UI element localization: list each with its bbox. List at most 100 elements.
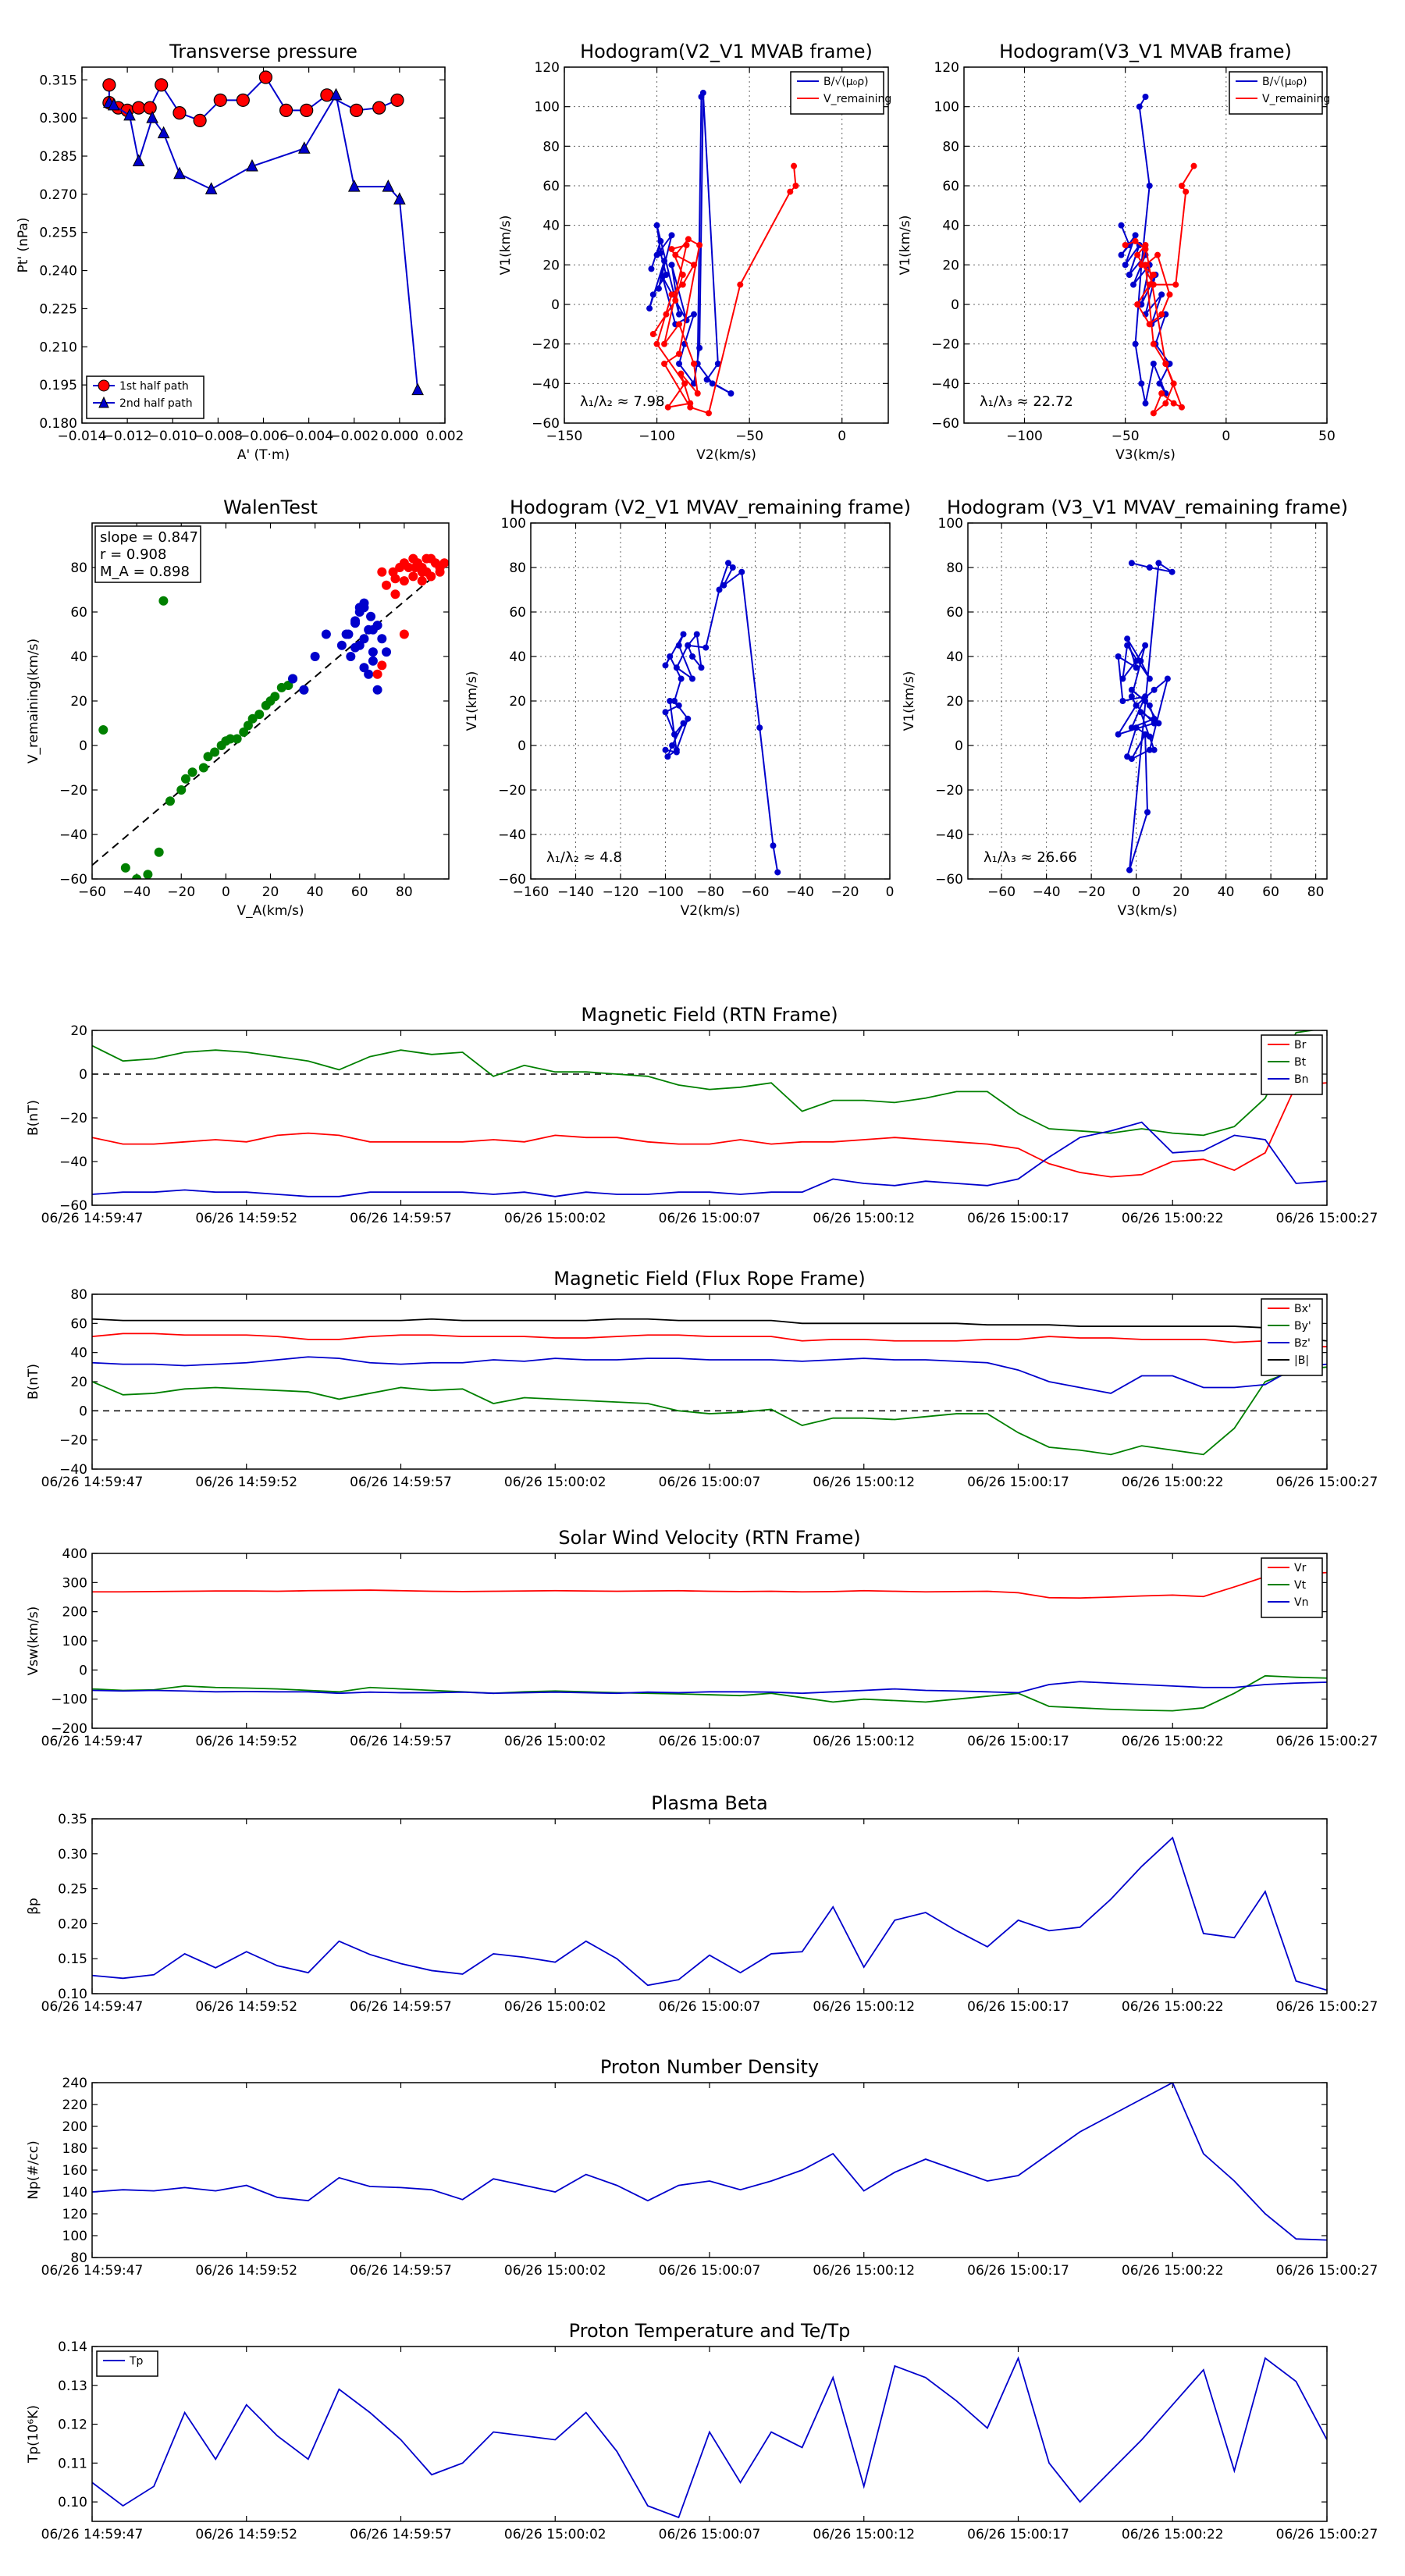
data-point <box>698 94 705 100</box>
data-point <box>672 251 679 258</box>
y-tick-label: 100 <box>535 100 560 116</box>
y-tick-label: 20 <box>70 1023 87 1039</box>
data-point <box>664 753 671 760</box>
data-point-green <box>165 796 175 806</box>
data-point <box>1183 188 1190 195</box>
data-point-blue <box>321 629 331 639</box>
y-tick-label: 0.15 <box>58 1952 87 1967</box>
legend-box <box>1261 1298 1323 1376</box>
x-tick-label: −140 <box>557 884 594 900</box>
x-tick-label: 06/26 15:00:07 <box>659 1999 761 2015</box>
y-tick-label: 0.195 <box>39 378 77 393</box>
axes-frame <box>967 522 1328 880</box>
axes-frame <box>530 522 891 880</box>
data-point <box>1128 693 1135 700</box>
data-point <box>1132 340 1139 347</box>
axes-frame <box>91 1030 1328 1206</box>
data-point <box>1119 698 1126 704</box>
data-point <box>143 101 157 115</box>
data-point <box>1142 698 1149 704</box>
x-tick-label: −50 <box>1112 429 1140 444</box>
data-point <box>1118 222 1125 229</box>
data-point <box>649 331 656 337</box>
data-point <box>1172 281 1179 288</box>
data-point <box>347 179 361 192</box>
data-point-green <box>143 870 153 879</box>
axes-frame <box>91 1818 1328 1994</box>
data-point-blue <box>368 624 378 635</box>
y-tick-label: 400 <box>62 1546 87 1562</box>
y-tick-label: 60 <box>70 1316 87 1332</box>
y-tick-label: 240 <box>62 2076 87 2091</box>
data-point <box>1156 380 1163 387</box>
data-point <box>720 582 727 589</box>
y-tick-label: 0.210 <box>39 340 77 355</box>
data-point <box>1132 232 1139 239</box>
x-tick-label: 06/26 15:00:12 <box>813 1475 915 1490</box>
y-tick-label: 180 <box>62 2141 87 2157</box>
plot-area <box>92 1571 1327 1712</box>
y-tick-label: 100 <box>62 2229 87 2244</box>
y-tick-label: 80 <box>946 560 963 576</box>
panel-h4: Hodogram (V3_V1 MVAV_remaining frame) −60… <box>902 496 1348 919</box>
legend-label: Vr <box>1294 1562 1307 1574</box>
data-point <box>1138 380 1145 387</box>
data-point <box>679 272 686 278</box>
data-point <box>1137 709 1144 716</box>
y-axis-label: V1(km/s) <box>902 671 917 731</box>
x-tick-label: 06/26 15:00:02 <box>504 2263 606 2279</box>
x-tick-label: −60 <box>78 884 106 900</box>
data-point <box>685 236 692 243</box>
data-point <box>671 698 678 704</box>
x-tick-label: −150 <box>546 429 583 444</box>
y-tick-label: 0.270 <box>39 187 77 203</box>
data-point <box>1119 675 1126 682</box>
data-point <box>1128 724 1135 731</box>
series-line-Bn <box>92 1121 1327 1197</box>
y-tick-label: 0 <box>518 738 526 754</box>
data-point <box>729 564 736 571</box>
y-axis-label: B(nT) <box>26 1364 41 1400</box>
x-tick-label: −50 <box>735 429 763 444</box>
data-point <box>698 664 705 671</box>
y-tick-label: −60 <box>532 416 560 432</box>
data-point <box>372 101 386 115</box>
plot-area <box>1115 560 1176 873</box>
x-tick-label: −100 <box>1006 429 1043 444</box>
x-tick-label: 06/26 15:00:17 <box>967 1211 1069 1226</box>
data-point-green <box>226 734 236 744</box>
data-point-blue <box>299 685 309 695</box>
panel-title: Proton Number Density <box>600 2056 819 2078</box>
data-point <box>1158 390 1165 397</box>
x-tick-label: 06/26 14:59:57 <box>350 1211 452 1226</box>
data-point <box>146 111 158 123</box>
data-point <box>689 675 695 682</box>
legend-label: By' <box>1294 1320 1311 1332</box>
series-line-Br <box>92 1082 1327 1178</box>
data-point <box>661 258 668 265</box>
series-line-Vr <box>92 1571 1327 1599</box>
x-tick-label: 06/26 14:59:57 <box>350 1475 452 1490</box>
y-tick-label: −60 <box>498 872 526 888</box>
x-tick-label: −0.006 <box>239 429 288 444</box>
legend-box <box>1229 71 1323 115</box>
x-tick-label: 06/26 15:00:22 <box>1122 1999 1224 2015</box>
y-tick-label: −200 <box>51 1721 87 1737</box>
data-point <box>1144 809 1151 816</box>
data-point <box>1170 380 1177 387</box>
legend-label: Br <box>1294 1039 1307 1051</box>
data-point-red <box>372 669 382 679</box>
y-tick-label: 120 <box>934 60 959 76</box>
data-point <box>1142 642 1149 649</box>
y-tick-label: 80 <box>70 1287 87 1303</box>
data-point <box>1166 291 1173 298</box>
data-point-green <box>176 785 187 795</box>
legend-label: B/√(μ₀ρ) <box>823 76 869 88</box>
data-point-green <box>180 774 190 784</box>
y-tick-label: 0.285 <box>39 149 77 165</box>
axes-frame <box>91 2082 1328 2258</box>
y-tick-label: 0.14 <box>58 2339 87 2355</box>
data-point <box>1150 410 1157 417</box>
